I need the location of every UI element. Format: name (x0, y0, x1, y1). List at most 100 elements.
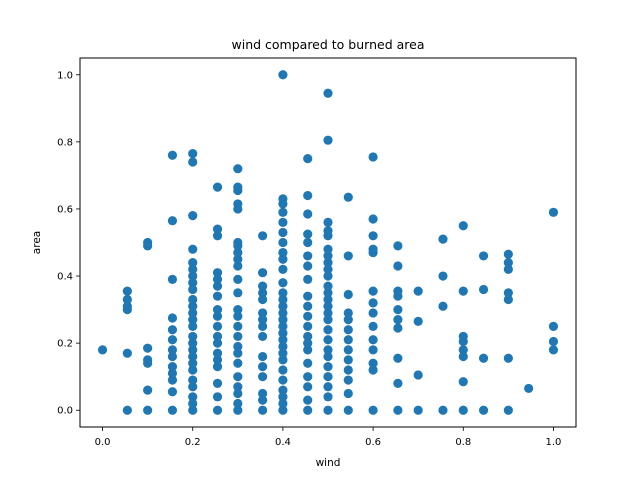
data-point (233, 311, 243, 321)
data-point (303, 209, 313, 219)
data-point (503, 294, 513, 305)
data-point (233, 288, 243, 298)
data-point (258, 231, 268, 241)
data-point (258, 288, 268, 298)
data-point (368, 308, 378, 318)
data-point (458, 331, 468, 342)
x-tick-label: 0.4 (275, 437, 291, 448)
data-point (343, 355, 353, 365)
data-point (413, 405, 423, 415)
data-point (343, 375, 353, 385)
x-tick-label: 0.0 (95, 437, 111, 448)
x-tick-label: 0.8 (455, 437, 471, 448)
data-point (278, 328, 288, 338)
data-point (188, 308, 198, 318)
data-point (212, 182, 223, 192)
data-point (303, 237, 313, 248)
data-point (503, 288, 513, 298)
data-point (212, 338, 223, 348)
data-point (167, 405, 178, 415)
data-point (143, 385, 153, 395)
data-point (323, 392, 333, 402)
data-point (188, 382, 198, 392)
data-point (97, 345, 108, 355)
data-point (393, 323, 403, 333)
x-tick-label: 0.2 (185, 437, 201, 448)
data-point (393, 286, 403, 296)
x-axis: 0.0 0.2 0.4 0.6 0.8 1.0 (95, 427, 561, 448)
data-point (167, 375, 178, 385)
data-point (143, 343, 153, 353)
data-point (303, 395, 313, 405)
data-point (167, 274, 178, 284)
data-point (188, 375, 198, 385)
chart-title: wind compared to burned area (232, 37, 425, 52)
data-point (323, 294, 333, 305)
data-point (143, 355, 153, 365)
data-point (413, 370, 423, 380)
data-point (278, 301, 288, 311)
data-point (143, 405, 153, 415)
data-point (323, 301, 333, 311)
data-point (393, 241, 403, 251)
data-point (167, 345, 178, 355)
data-point (258, 362, 268, 372)
data-point (323, 135, 333, 145)
data-point (212, 231, 223, 241)
data-point (233, 247, 243, 258)
data-point (258, 405, 268, 415)
data-point (258, 308, 268, 318)
data-point (258, 281, 268, 291)
data-point (303, 229, 313, 239)
data-points (97, 70, 559, 415)
data-point (303, 274, 313, 284)
data-point (303, 251, 313, 261)
data-point (278, 278, 288, 288)
y-tick-label: 0.8 (57, 137, 73, 148)
data-point (167, 150, 178, 160)
data-point (303, 190, 313, 201)
data-point (233, 341, 243, 352)
data-point (212, 304, 223, 315)
data-point (188, 284, 198, 295)
data-point (393, 378, 403, 388)
y-tick-label: 0.6 (57, 204, 73, 215)
data-point (188, 258, 198, 268)
data-point (212, 348, 223, 358)
data-point (233, 405, 243, 415)
data-point (122, 286, 132, 296)
data-point (233, 199, 243, 209)
data-point (368, 365, 378, 375)
data-point (303, 338, 313, 348)
data-point (343, 289, 353, 300)
data-point (303, 321, 313, 331)
data-point (323, 372, 333, 382)
data-point (343, 251, 353, 261)
data-point (278, 348, 288, 358)
data-point (278, 288, 288, 298)
data-point (167, 335, 178, 345)
data-point (212, 331, 223, 342)
data-point (323, 288, 333, 298)
data-point (278, 294, 288, 305)
data-point (548, 336, 559, 347)
data-point (212, 321, 223, 331)
data-point (323, 405, 333, 415)
data-point (188, 244, 198, 254)
data-point (278, 385, 288, 395)
data-point (343, 365, 353, 375)
data-point (323, 281, 333, 291)
data-point (303, 372, 313, 382)
data-point (233, 182, 243, 192)
data-point (368, 335, 378, 345)
y-tick-label: 1.0 (57, 70, 73, 81)
data-point (278, 321, 288, 331)
data-point (278, 264, 288, 274)
data-point (393, 304, 403, 315)
data-point (303, 291, 313, 301)
data-point (188, 149, 198, 159)
data-point (343, 345, 353, 355)
data-point (122, 348, 132, 358)
data-point (167, 351, 178, 362)
